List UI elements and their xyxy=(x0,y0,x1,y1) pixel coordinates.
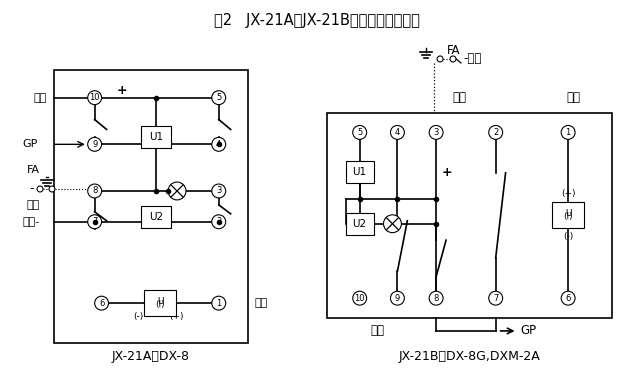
Text: U1: U1 xyxy=(352,167,367,177)
Circle shape xyxy=(88,184,102,198)
Text: 复归: 复归 xyxy=(27,200,40,210)
Circle shape xyxy=(168,182,186,200)
Circle shape xyxy=(88,91,102,105)
Circle shape xyxy=(212,91,225,105)
Text: +: + xyxy=(442,166,452,179)
Text: 10: 10 xyxy=(354,294,365,303)
Text: 3: 3 xyxy=(216,187,222,196)
Circle shape xyxy=(437,56,443,62)
Circle shape xyxy=(352,291,366,305)
Text: 1: 1 xyxy=(216,299,222,308)
Text: (I): (I) xyxy=(563,212,573,221)
Text: 启动: 启动 xyxy=(255,298,268,308)
Text: 4: 4 xyxy=(395,128,400,137)
Text: 电源-: 电源- xyxy=(23,217,40,227)
Text: 启动: 启动 xyxy=(566,91,580,104)
Circle shape xyxy=(391,291,404,305)
Circle shape xyxy=(429,126,443,139)
Circle shape xyxy=(450,56,456,62)
Text: JX-21B代DX-8G,DXM-2A: JX-21B代DX-8G,DXM-2A xyxy=(399,350,540,363)
Text: 7: 7 xyxy=(92,217,97,226)
Text: (I): (I) xyxy=(156,300,165,310)
Text: U2: U2 xyxy=(352,219,367,229)
Text: 2: 2 xyxy=(493,128,498,137)
Text: (+): (+) xyxy=(561,190,575,198)
Text: -: - xyxy=(30,182,34,196)
Circle shape xyxy=(489,291,503,305)
Text: 图2   JX-21A、JX-21B接线图（正视图）: 图2 JX-21A、JX-21B接线图（正视图） xyxy=(214,13,420,28)
Text: 8: 8 xyxy=(92,187,97,196)
Text: 7: 7 xyxy=(493,294,498,303)
Circle shape xyxy=(95,296,109,310)
Text: 1: 1 xyxy=(566,128,571,137)
Text: 6: 6 xyxy=(565,294,571,303)
Text: 10: 10 xyxy=(90,93,100,102)
Text: 9: 9 xyxy=(92,140,97,149)
Text: (-): (-) xyxy=(133,311,144,320)
Text: +: + xyxy=(116,84,127,97)
Circle shape xyxy=(49,186,55,192)
Bar xyxy=(54,70,248,343)
Text: U: U xyxy=(565,208,572,218)
Text: FA: FA xyxy=(27,165,40,175)
Circle shape xyxy=(212,215,225,229)
Bar xyxy=(144,290,176,316)
Text: FA: FA xyxy=(447,43,460,57)
Bar xyxy=(142,126,171,148)
Circle shape xyxy=(352,126,366,139)
Circle shape xyxy=(561,126,575,139)
Circle shape xyxy=(429,291,443,305)
Text: 电源: 电源 xyxy=(452,91,466,104)
Text: 8: 8 xyxy=(434,294,439,303)
Text: JX-21A代DX-8: JX-21A代DX-8 xyxy=(112,350,190,363)
Text: 电源: 电源 xyxy=(371,325,385,337)
Circle shape xyxy=(212,184,225,198)
Text: 5: 5 xyxy=(216,93,222,102)
Text: (+): (+) xyxy=(169,311,184,320)
Bar xyxy=(346,213,373,234)
Text: GP: GP xyxy=(521,325,537,337)
Text: U1: U1 xyxy=(149,132,163,143)
Circle shape xyxy=(212,137,225,151)
Text: 3: 3 xyxy=(434,128,439,137)
Circle shape xyxy=(489,126,503,139)
Bar xyxy=(327,113,612,318)
Circle shape xyxy=(212,296,225,310)
Text: 6: 6 xyxy=(99,299,104,308)
Text: -复归: -复归 xyxy=(463,52,481,66)
Text: U: U xyxy=(157,297,163,306)
Text: 4: 4 xyxy=(216,140,222,149)
Bar xyxy=(346,161,373,183)
Circle shape xyxy=(561,291,575,305)
Text: 5: 5 xyxy=(357,128,363,137)
Text: 2: 2 xyxy=(216,217,222,226)
Text: (-): (-) xyxy=(563,232,573,241)
Circle shape xyxy=(391,126,404,139)
Text: U2: U2 xyxy=(149,212,163,222)
Circle shape xyxy=(384,215,401,233)
Text: 9: 9 xyxy=(395,294,400,303)
Circle shape xyxy=(88,215,102,229)
Circle shape xyxy=(37,186,43,192)
Text: GP: GP xyxy=(23,139,38,149)
Text: 电源: 电源 xyxy=(34,93,47,103)
Bar xyxy=(552,202,584,228)
Circle shape xyxy=(88,137,102,151)
Bar xyxy=(142,206,171,228)
